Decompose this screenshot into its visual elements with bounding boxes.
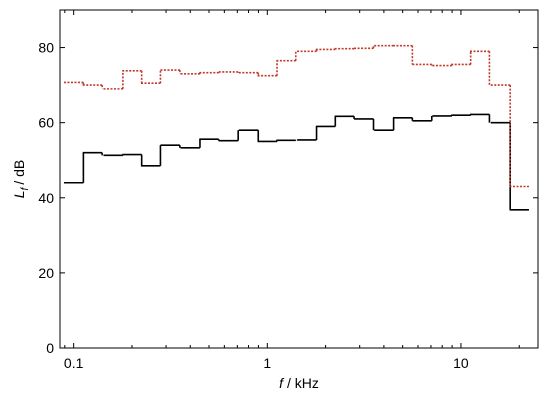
x-tick-label: 0.1 xyxy=(64,355,84,371)
x-tick-label: 10 xyxy=(453,355,469,371)
x-unit: / kHz xyxy=(287,375,319,391)
y-axis-label: Lf/ dB xyxy=(11,160,31,198)
y-tick-label: 0 xyxy=(46,340,54,356)
y-tick-label: 60 xyxy=(38,115,54,131)
y-subscript: f xyxy=(20,186,31,190)
x-symbol: f xyxy=(279,375,285,391)
y-unit: / dB xyxy=(11,160,27,185)
plot-frame xyxy=(59,9,539,349)
x-axis-label: f / kHz xyxy=(279,375,319,391)
y-tick-label: 20 xyxy=(38,265,54,281)
y-tick-label: 40 xyxy=(38,190,54,206)
y-tick-label: 80 xyxy=(38,40,54,56)
y-symbol: L xyxy=(11,190,27,198)
x-tick-label: 1 xyxy=(263,355,271,371)
